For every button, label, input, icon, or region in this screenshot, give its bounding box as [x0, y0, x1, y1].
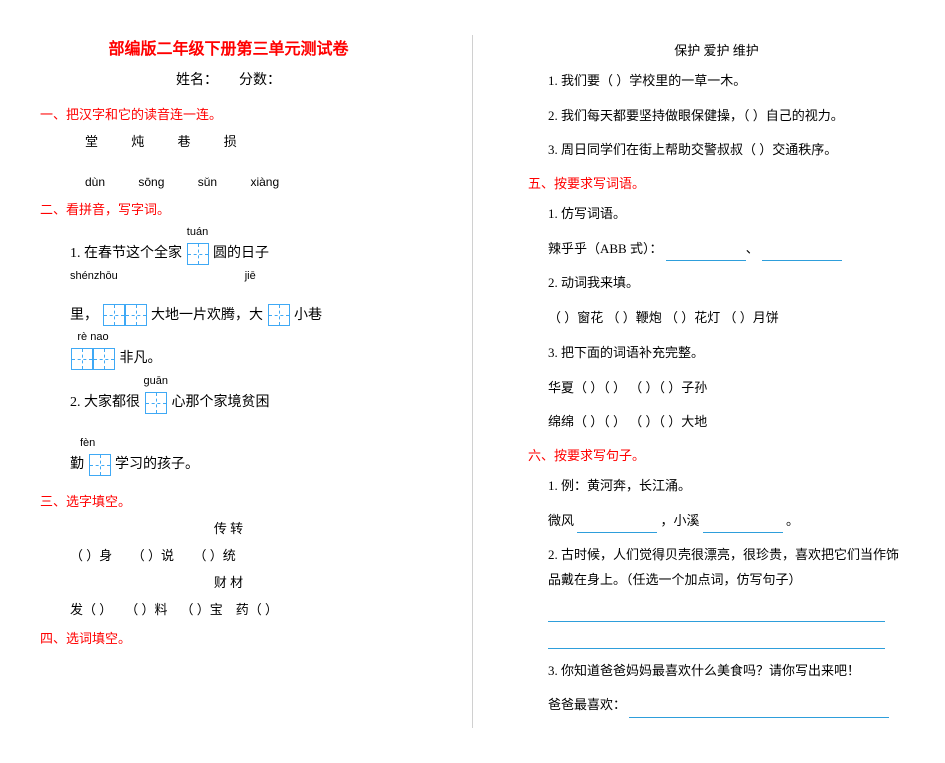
blank	[666, 246, 746, 261]
box-fen-wrap: fèn	[80, 437, 95, 450]
s2-q2-num: 2.	[70, 395, 84, 410]
s1-pinyin-4: xiàng	[250, 175, 279, 189]
s6-q3-a-text: 爸爸最喜欢：	[548, 697, 626, 712]
py-guan: guān	[144, 375, 168, 387]
page: 部编版二年级下册第三单元测试卷 姓名： 分数： 一、把汉字和它的读音连一连。 堂…	[0, 0, 945, 763]
s1-char-2: 炖	[131, 131, 144, 150]
s3-l2-b: （ ）料	[125, 602, 167, 617]
s2-q1: 1. 在春节这个全家 tuán 圆的日子 shénzhōu jiē 里， 大地一…	[70, 226, 417, 375]
title: 部编版二年级下册第三单元测试卷	[40, 35, 417, 59]
s4-q2: 2. 我们每天都要坚持做眼保健操，（ ）自己的视力。	[548, 104, 905, 129]
s2-q1-e: 小巷	[294, 308, 322, 323]
box-renao	[70, 348, 116, 370]
s3-l2-a: 发（ ）	[70, 602, 112, 617]
s6-q3: 3. 你知道爸爸妈妈最喜欢什么美食吗？请你写出来吧！	[548, 659, 905, 684]
section3-head: 三、选字填空。	[40, 491, 417, 510]
left-column: 部编版二年级下册第三单元测试卷 姓名： 分数： 一、把汉字和它的读音连一连。 堂…	[40, 35, 417, 728]
s1-pinyin-2: sōng	[138, 175, 164, 189]
s6-q1-c: 。	[786, 513, 799, 528]
s2-q1-b: 圆的日子	[213, 246, 269, 261]
score-label: 分数：	[239, 73, 281, 88]
py-jie: jiē	[245, 270, 256, 282]
py-tuan: tuán	[186, 226, 210, 238]
s2-q2: 2. 大家都很 guān 心那个家境贫困 fèn 勤 学习的孩子。	[70, 375, 417, 480]
tianzige	[103, 304, 125, 326]
s3-l2-c: （ ）宝	[181, 602, 223, 617]
s4-q3: 3. 周日同学们在街上帮助交警叔叔（ ）交通秩序。	[548, 138, 905, 163]
s1-char-1: 堂	[85, 131, 98, 150]
s2-q2-a: 大家都很	[84, 395, 140, 410]
box-guan-wrap: guān	[144, 375, 168, 419]
s2-q1-d: 大地一片欢腾，大	[151, 308, 263, 323]
tianzige	[125, 304, 147, 326]
s4-words: 保护 爱护 维护	[528, 40, 905, 59]
s3-pair1: 传 转	[40, 518, 417, 537]
s4-q1: 1. 我们要（ ）学校里的一草一木。	[548, 69, 905, 94]
name-score-line: 姓名： 分数：	[40, 69, 417, 89]
name-label: 姓名：	[176, 73, 218, 88]
s2-q2-d: 学习的孩子。	[115, 457, 199, 472]
box-renao-wrap: rè nao	[70, 331, 116, 375]
tianzige	[187, 243, 209, 265]
box-jie-wrap: jiē	[245, 270, 256, 283]
section5-head: 五、按要求写词语。	[528, 173, 905, 192]
right-column: 保护 爱护 维护 1. 我们要（ ）学校里的一草一木。 2. 我们每天都要坚持做…	[528, 35, 905, 728]
section6-head: 六、按要求写句子。	[528, 445, 905, 464]
s3-l2-d: 药（ ）	[236, 602, 278, 617]
blank	[577, 518, 657, 533]
s3-l1-c: （ ）统	[194, 548, 236, 563]
box-shenzhou	[102, 304, 148, 326]
s5-q3-b: 绵绵（ ）（ ） （ ）（ ）大地	[548, 410, 905, 435]
py-renao: rè nao	[70, 331, 116, 343]
tianzige	[145, 392, 167, 414]
s5-q1-a-text: 辣乎乎（ABB 式）：	[548, 241, 662, 256]
s5-q3-a: 华夏（ ）（ ） （ ）（ ）子孙	[548, 376, 905, 401]
s3-pair2: 财 材	[40, 572, 417, 591]
answer-line	[548, 630, 885, 649]
py-fen: fèn	[80, 437, 95, 449]
s2-q1-f: 非凡。	[120, 351, 162, 366]
s2-q1-a: 在春节这个全家	[84, 246, 182, 261]
s3-l1-b: （ ）说	[132, 548, 174, 563]
s1-char-3: 巷	[178, 131, 191, 150]
s6-q1-b: ，小溪	[661, 513, 700, 528]
s6-q2: 2. 古时候，人们觉得贝壳很漂亮，很珍贵，喜欢把它们当作饰品戴在身上。（任选一个…	[548, 543, 905, 592]
column-divider	[472, 35, 473, 728]
s3-line1: （ ）身 （ ）说 （ ）统	[70, 545, 417, 564]
s1-chars: 堂 炖 巷 损	[70, 131, 417, 150]
section1-head: 一、把汉字和它的读音连一连。	[40, 104, 417, 123]
box-fen	[89, 454, 111, 476]
tianzige	[71, 348, 93, 370]
section4-head: 四、选词填空。	[40, 628, 417, 647]
s2-q1-c: 里，	[70, 308, 98, 323]
s6-q1-a: 微风	[548, 513, 574, 528]
answer-line	[548, 603, 885, 622]
box-tuan: tuán	[186, 226, 210, 270]
section2-head: 二、看拼音，写字词。	[40, 199, 417, 218]
s1-char-4: 损	[224, 131, 237, 150]
box-shenzhou-wrap: shénzhōu	[70, 270, 118, 283]
s1-pinyin: dùn sōng sǔn xiàng	[70, 175, 417, 189]
s6-q1-fill: 微风 ，小溪 。	[548, 509, 905, 534]
s5-q2-a: （ ）窗花 （ ）鞭炮 （ ）花灯 （ ）月饼	[548, 306, 905, 331]
s5-q3: 3. 把下面的词语补充完整。	[548, 341, 905, 366]
tianzige	[93, 348, 115, 370]
blank	[762, 246, 842, 261]
blank	[629, 703, 889, 718]
s3-l1-a: （ ）身	[70, 548, 112, 563]
s5-q1: 1. 仿写词语。	[548, 202, 905, 227]
py-shenzhou: shénzhōu	[70, 270, 118, 282]
s2-q1-num: 1.	[70, 246, 84, 261]
s5-q2: 2. 动词我来填。	[548, 271, 905, 296]
box-jie	[268, 304, 290, 326]
s6-q3-a: 爸爸最喜欢：	[548, 693, 905, 718]
s6-q1: 1. 例：黄河奔，长江涌。	[548, 474, 905, 499]
s2-q2-c: 勤	[70, 457, 84, 472]
blank	[703, 518, 783, 533]
s1-pinyin-1: dùn	[85, 175, 105, 189]
s1-pinyin-3: sǔn	[198, 175, 217, 189]
s5-q1-a: 辣乎乎（ABB 式）： 、	[548, 237, 905, 262]
s2-q2-b: 心那个家境贫困	[171, 395, 269, 410]
s3-line2: 发（ ） （ ）料 （ ）宝 药（ ）	[70, 599, 417, 618]
